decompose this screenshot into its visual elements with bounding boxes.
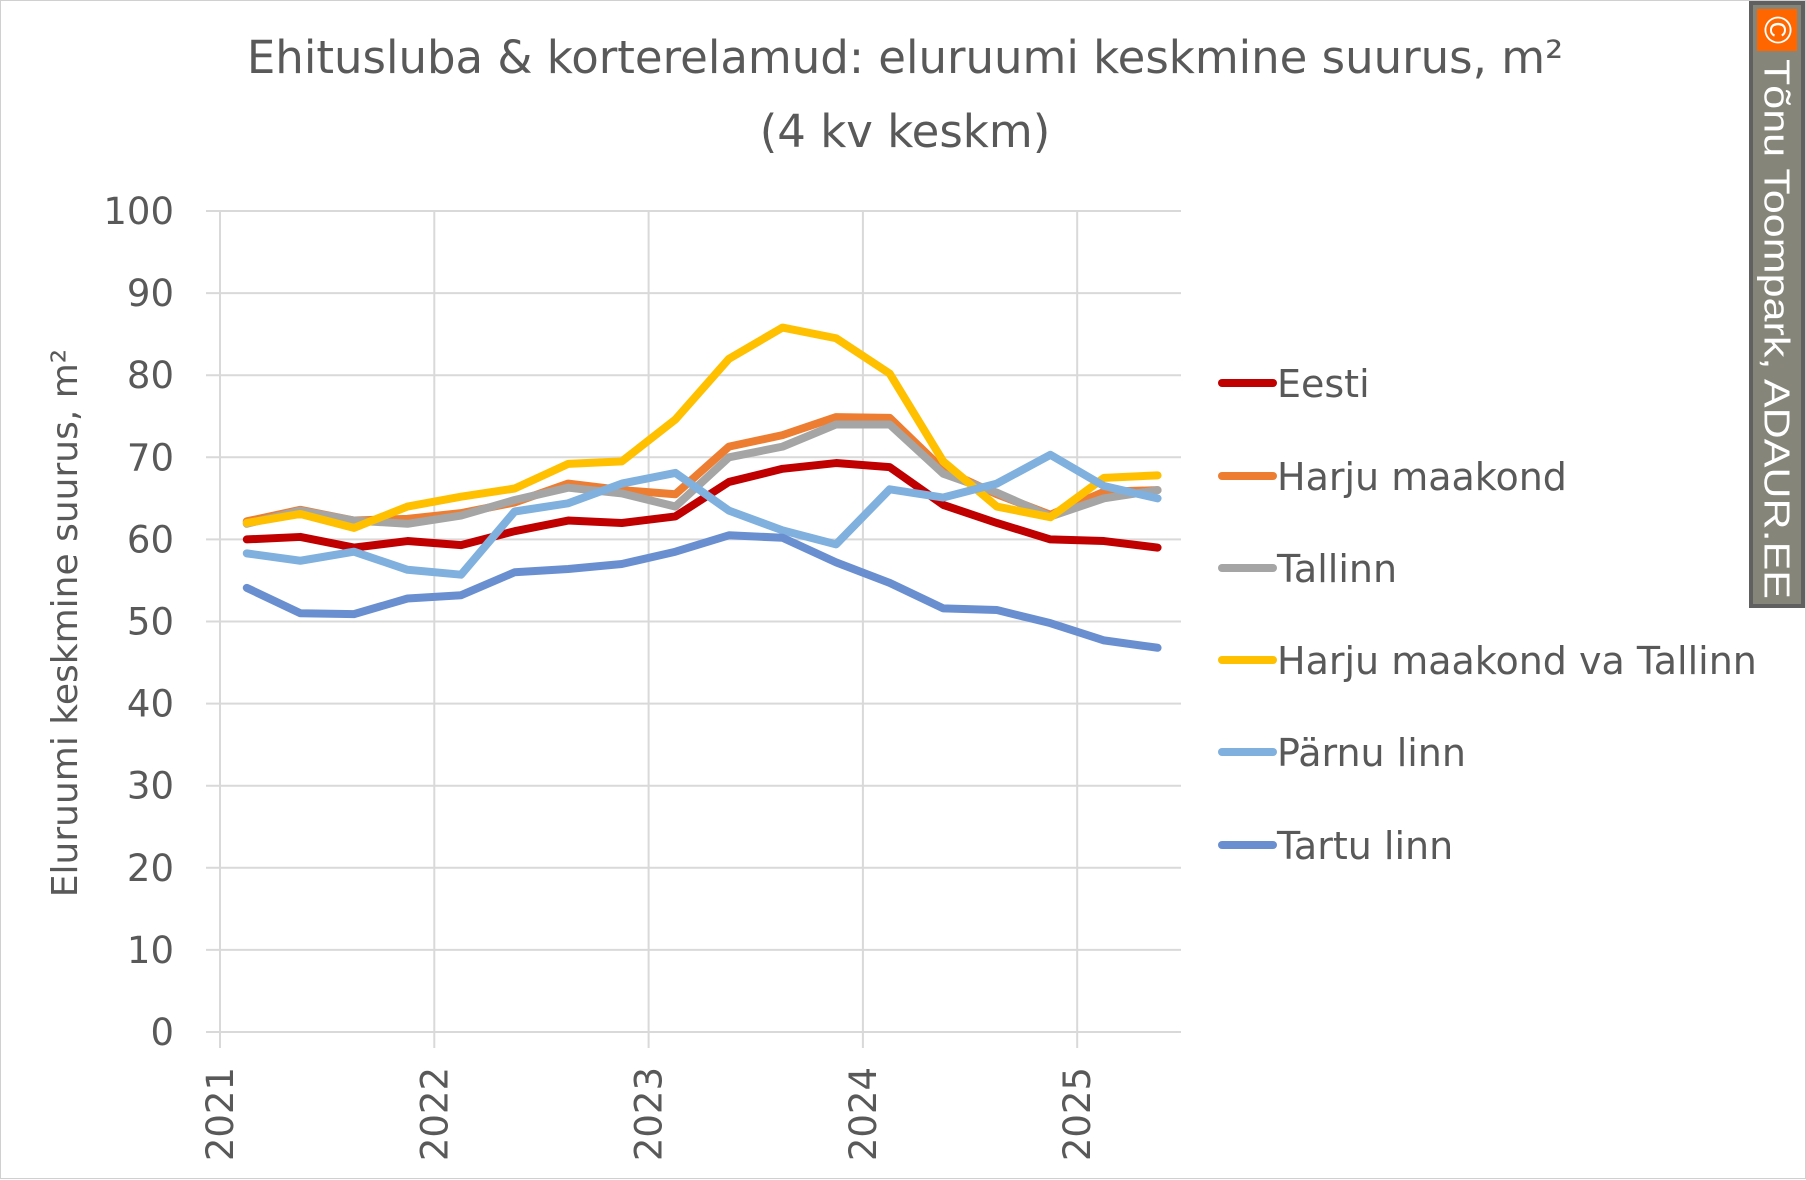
y-tick-label: 70 [127, 436, 174, 479]
x-tick-label: 2022 [413, 1067, 456, 1161]
chart-subtitle: (4 kv keskm) [760, 105, 1051, 158]
watermark-text: Tõnu Toompark, ADAUR.EE [1757, 59, 1798, 599]
series-line-6 [242, 531, 1162, 652]
copyright-icon: © [1756, 16, 1798, 44]
copyright-badge [1757, 9, 1797, 51]
y-tick-label: 40 [127, 683, 174, 726]
x-tick-label: 2023 [628, 1067, 671, 1161]
gridlines [206, 210, 1181, 1048]
x-tick-labels: 2021 2022 2023 2024 2025 [199, 1067, 1099, 1161]
chart-title: Ehitusluba & korterelamud: eluruumi kesk… [247, 31, 1563, 84]
legend-label: Tallinn [1276, 547, 1397, 591]
y-tick-label: 30 [127, 765, 174, 808]
y-tick-label: 60 [127, 518, 174, 561]
legend-label: Harju maakond va Tallinn [1277, 639, 1757, 683]
series-line-1 [242, 459, 1162, 552]
series-lines [242, 323, 1162, 652]
y-tick-label: 100 [103, 190, 174, 233]
watermark: © Tõnu Toompark, ADAUR.EE [1749, 1, 1805, 608]
legend-label: Harju maakond [1277, 455, 1567, 499]
watermark-box [1749, 1, 1805, 608]
y-tick-label: 50 [127, 601, 174, 644]
y-tick-label: 80 [127, 354, 174, 397]
x-tick-label: 2024 [842, 1067, 885, 1161]
y-tick-label: 20 [127, 847, 174, 890]
series-line-4 [242, 323, 1162, 532]
legend-label: Pärnu linn [1277, 731, 1466, 775]
legend-label: Tartu linn [1276, 824, 1453, 868]
y-tick-labels: 0 10 20 30 40 50 60 70 80 90 100 [103, 190, 174, 1054]
x-tick-label: 2025 [1056, 1067, 1099, 1161]
series-line-3 [242, 420, 1162, 528]
x-tick-label: 2021 [199, 1067, 242, 1161]
y-tick-label: 0 [150, 1011, 174, 1054]
legend-label: Eesti [1277, 362, 1370, 406]
y-axis-label: Eluruumi keskmine suurus, m² [45, 349, 86, 897]
y-tick-label: 90 [127, 272, 174, 315]
y-tick-label: 10 [127, 929, 174, 972]
series-line-5 [242, 450, 1162, 579]
legend: Eesti Harju maakond Tallinn Harju maakond v… [1218, 362, 1757, 868]
